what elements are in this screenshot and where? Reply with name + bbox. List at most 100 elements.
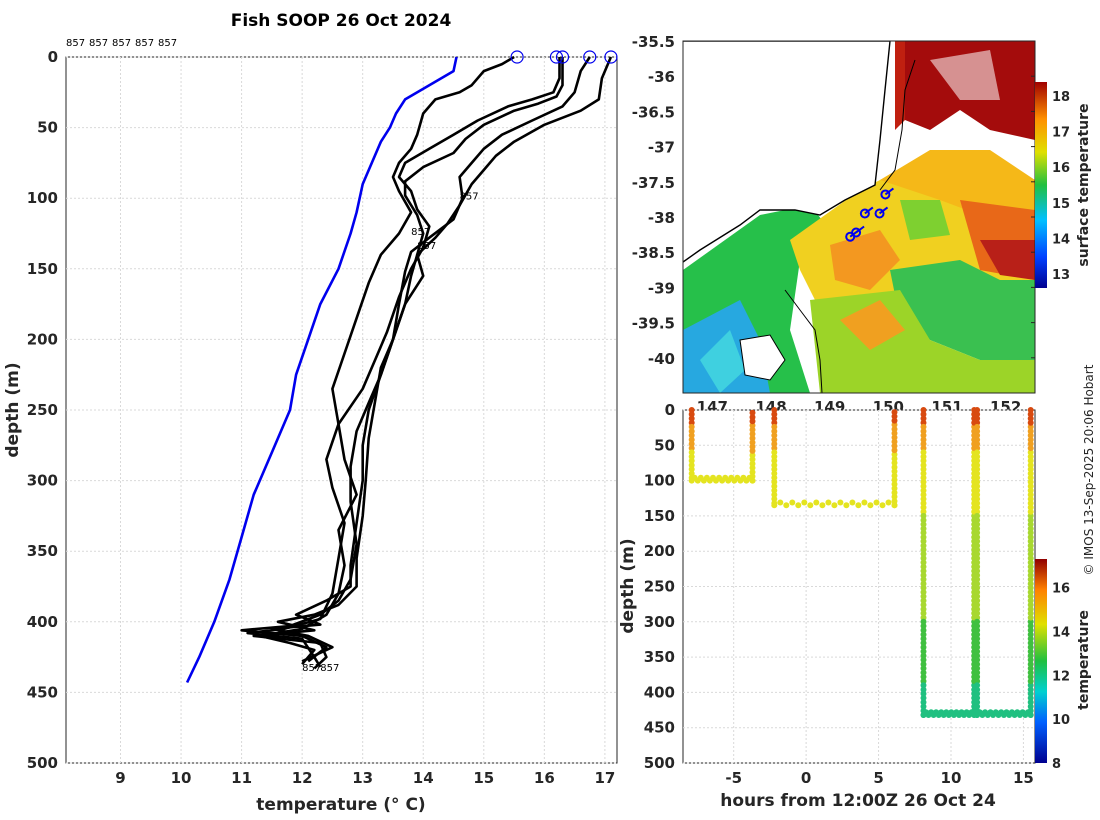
profile-id-label: 857 <box>135 38 154 49</box>
cast-point <box>688 415 695 422</box>
cast-point <box>920 512 927 519</box>
cast-point <box>891 443 898 449</box>
cast-point <box>920 618 927 625</box>
cast-point <box>1027 457 1034 464</box>
cast-point <box>855 502 862 509</box>
cast-point <box>974 508 981 515</box>
y-tick-label: 0 <box>48 48 58 66</box>
td-y-tick-label: 400 <box>644 683 675 701</box>
cast-point <box>920 466 927 473</box>
cast-point <box>974 614 981 621</box>
cast-point <box>974 457 981 464</box>
cast-point <box>771 432 778 439</box>
cast-point <box>777 499 784 506</box>
cast-point <box>891 493 898 500</box>
cast-track <box>884 187 895 196</box>
temperature-colorbar-tick: 10 <box>1052 713 1070 728</box>
surface-marker <box>604 50 618 64</box>
profile-annotation: 857 <box>302 663 321 674</box>
cast-point <box>1027 449 1034 456</box>
map-lat-label: -39 <box>648 279 675 297</box>
cast-point <box>1027 669 1034 676</box>
cast-point <box>974 512 981 519</box>
cast-point <box>1027 479 1034 485</box>
cast-point <box>920 423 927 430</box>
cast-point <box>974 466 981 473</box>
cast-point <box>1027 508 1034 515</box>
x-tick-label: 15 <box>473 769 494 787</box>
cast-point <box>920 542 927 549</box>
cast-point <box>771 423 778 430</box>
td-y-tick-label: 250 <box>644 578 675 596</box>
x-tick-label: 9 <box>115 769 125 787</box>
cast-point <box>1027 635 1034 642</box>
cast-point <box>1027 512 1034 519</box>
cast-point <box>920 686 927 693</box>
cast-point <box>688 445 695 452</box>
cast-track <box>855 225 865 234</box>
cast-point <box>688 423 695 430</box>
cast-point <box>920 690 927 697</box>
cast-point <box>974 555 981 562</box>
cast-point <box>1027 593 1034 600</box>
cast-point <box>920 487 927 494</box>
cast-point <box>873 499 880 506</box>
cast-point <box>825 499 832 506</box>
cast-point <box>891 426 898 433</box>
cast-point <box>974 546 981 553</box>
cast-point <box>771 453 778 460</box>
cast-point <box>1027 496 1034 502</box>
y-tick-label: 50 <box>37 119 58 137</box>
cast-point <box>920 703 927 710</box>
cast-point <box>891 430 898 437</box>
cast-point <box>1027 559 1034 566</box>
cast-point <box>1027 601 1034 608</box>
cast-point <box>920 635 927 642</box>
chart-title: Fish SOOP 26 Oct 2024 <box>231 11 452 31</box>
cast-point <box>920 682 927 689</box>
cast-point <box>1027 551 1034 557</box>
x-tick-label: 16 <box>534 769 555 787</box>
cast-point <box>1027 661 1034 668</box>
cast-point <box>920 453 927 460</box>
cast-point <box>891 472 898 479</box>
map-lat-label: -36.5 <box>632 103 675 121</box>
cast-point <box>920 407 927 413</box>
cast-point <box>974 440 981 447</box>
cast-location-marker <box>851 227 862 238</box>
cast-point <box>974 525 981 532</box>
cast-point <box>974 627 981 634</box>
y-tick-label: 500 <box>27 754 58 772</box>
cast-point <box>920 623 927 629</box>
cast-point <box>749 414 756 421</box>
cast-point <box>920 652 927 659</box>
x-tick-label: 13 <box>352 769 373 787</box>
cast-point <box>771 487 778 494</box>
y-tick-label: 300 <box>27 472 58 490</box>
cast-point <box>974 703 981 710</box>
profile-annotation: 857 <box>320 663 339 674</box>
cast-point <box>891 489 898 496</box>
surface-colorbar-tick: 16 <box>1052 161 1070 176</box>
cast-point <box>1027 652 1034 659</box>
surface-temperature-colorbar <box>1035 82 1047 288</box>
cast-point <box>1027 563 1034 570</box>
temperature-colorbar-label: temperature <box>1076 610 1092 710</box>
cast-point <box>891 421 898 428</box>
cast-point <box>920 559 927 566</box>
cast-point <box>688 466 695 473</box>
cast-point <box>771 470 778 477</box>
td-x-tick-label: 5 <box>873 769 883 787</box>
cast-point <box>920 504 927 511</box>
cast-point <box>974 606 981 613</box>
map-lat-label: -38 <box>648 209 675 227</box>
x-axis-label: temperature (° C) <box>256 795 425 815</box>
cast-point <box>749 409 756 416</box>
cast-location-marker <box>880 189 891 200</box>
cast-point <box>1027 707 1034 714</box>
cast-point <box>974 682 981 689</box>
cast-point <box>813 499 820 506</box>
cast-point <box>891 464 898 471</box>
cast-point <box>974 576 981 583</box>
cast-point <box>1027 436 1034 443</box>
